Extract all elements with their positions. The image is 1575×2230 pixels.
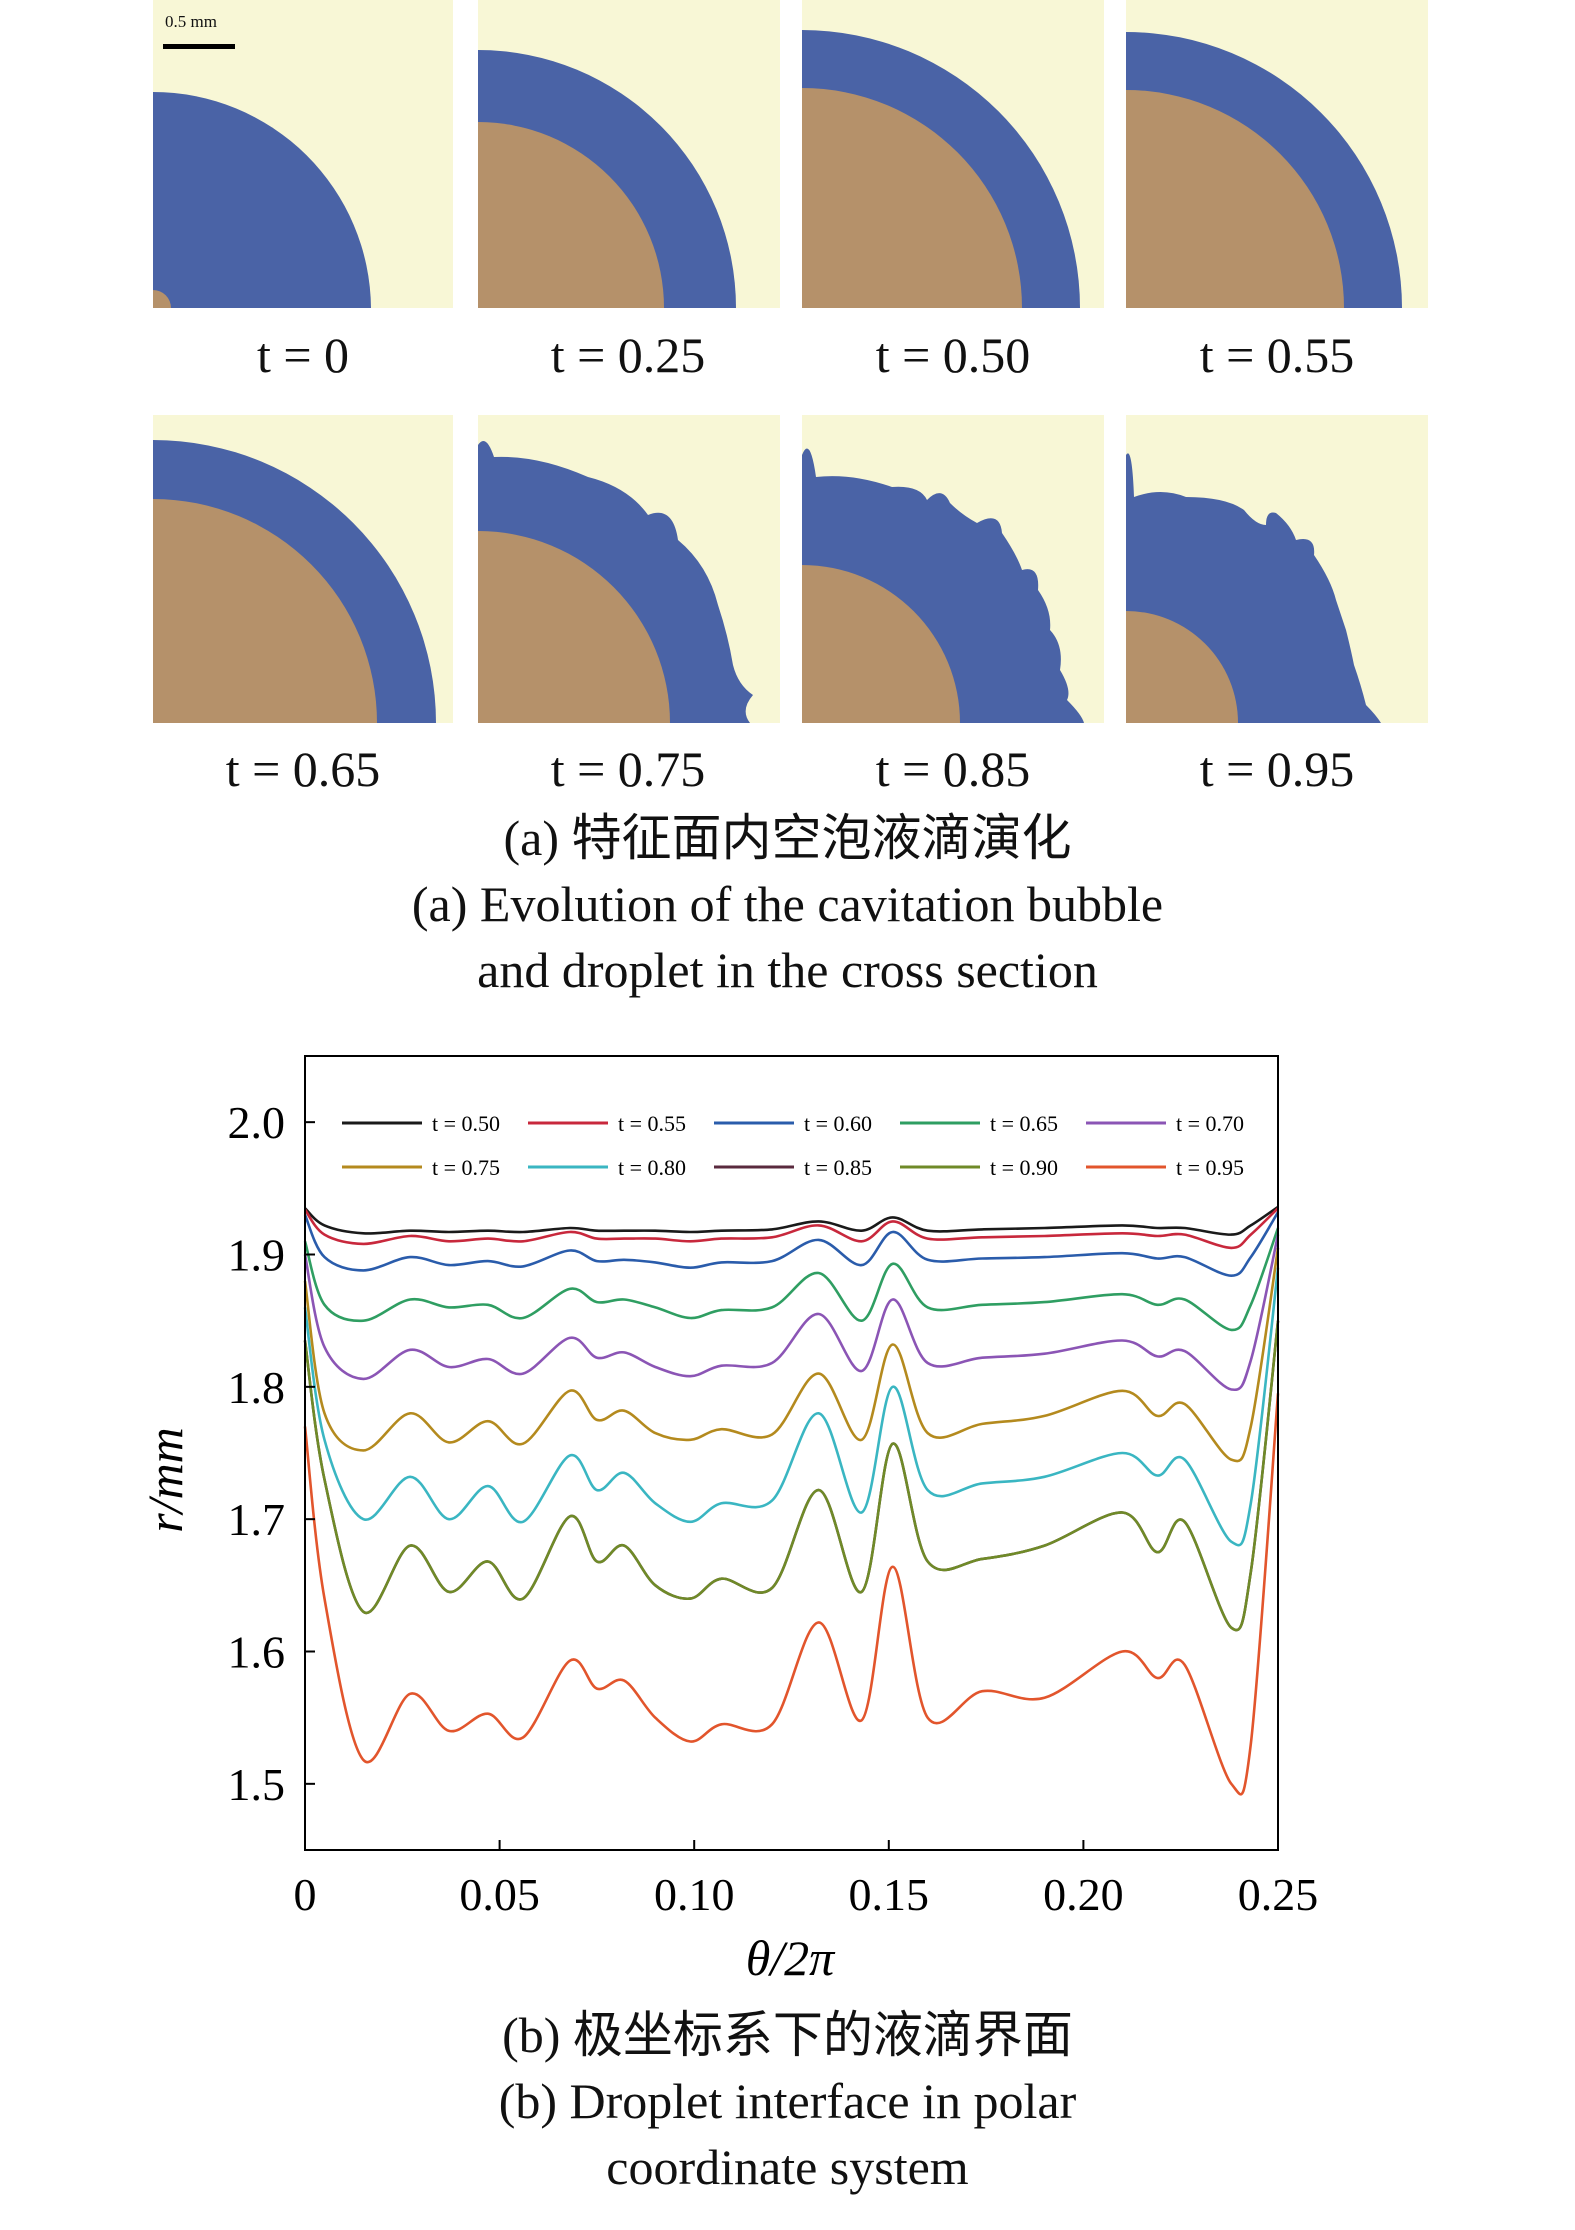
y-tick-label: 1.6 [228,1627,286,1678]
series-line-3 [303,1227,1280,1332]
legend-label-7: t = 0.85 [804,1155,872,1180]
frame-7-label: t = 0.95 [1199,741,1355,797]
caption-b-cn: (b) 极坐标系下的液滴界面 [502,2007,1073,2063]
x-tick-label: 0.10 [654,1869,735,1920]
frame-1-label: t = 0.25 [550,327,706,383]
legend-label-3: t = 0.65 [990,1111,1058,1136]
caption-a-cn: (a) 特征面内空泡液滴演化 [503,810,1072,866]
y-tick-label: 1.9 [228,1230,286,1281]
caption-b-en-1: (b) Droplet interface in polar [498,2073,1077,2129]
frame-1 [478,0,780,308]
legend-label-0: t = 0.50 [432,1111,500,1136]
legend-label-1: t = 0.55 [618,1111,686,1136]
series-line-2 [303,1211,1280,1278]
plot-frame [304,1055,1279,1851]
frame-3 [1126,0,1428,308]
series-line-6 [303,1267,1280,1547]
x-tick-label: 0.05 [459,1869,540,1920]
x-tick-label: 0.25 [1238,1869,1319,1920]
frame-2-label: t = 0.50 [875,327,1031,383]
legend-label-9: t = 0.95 [1176,1155,1244,1180]
frame-4-label: t = 0.65 [225,741,381,797]
frame-7 [1126,415,1428,723]
x-tick-label: 0.15 [849,1869,930,1920]
frame-6-label: t = 0.85 [875,741,1031,797]
x-tick-label: 0 [294,1869,317,1920]
scalebar-label: 0.5 mm [165,12,217,31]
series-line-0 [304,1205,1279,1236]
series-line-8 [303,1320,1280,1632]
y-tick-label: 1.8 [228,1362,286,1413]
series-line-5 [303,1247,1280,1463]
y-tick-label: 1.7 [228,1494,286,1545]
y-tick-label: 2.0 [228,1097,286,1148]
legend-label-6: t = 0.80 [618,1155,686,1180]
x-tick-label: 0.20 [1043,1869,1124,1920]
caption-b-en-2: coordinate system [606,2139,969,2195]
y-tick-label: 1.5 [228,1759,286,1810]
frame-4 [153,415,453,723]
caption-a-en-2: and droplet in the cross section [477,942,1098,998]
legend-label-5: t = 0.75 [432,1155,500,1180]
legend-label-2: t = 0.60 [804,1111,872,1136]
frame-0: 0.5 mm [153,0,453,308]
legend-label-8: t = 0.90 [990,1155,1058,1180]
polar-interface-chart: 0 0.05 0.10 0.15 0.20 0.251.51.61.71.81.92.0 … [137,1055,1319,1986]
frame-5 [478,415,780,723]
frame-3-label: t = 0.55 [1199,327,1355,383]
series-line-1 [303,1207,1279,1250]
legend-label-4: t = 0.70 [1176,1111,1244,1136]
frame-0-label: t = 0 [256,327,350,383]
caption-a-en-1: (a) Evolution of the cavitation bubble [411,876,1164,932]
series-line-4 [303,1234,1280,1392]
x-axis-label: θ/2π [746,1930,836,1986]
frame-2 [802,0,1104,308]
scalebar [163,44,235,49]
series-line-9 [303,1393,1280,1796]
frame-5-label: t = 0.75 [550,741,706,797]
frame-6 [802,415,1104,723]
y-axis-label: r/mm [137,1427,193,1533]
